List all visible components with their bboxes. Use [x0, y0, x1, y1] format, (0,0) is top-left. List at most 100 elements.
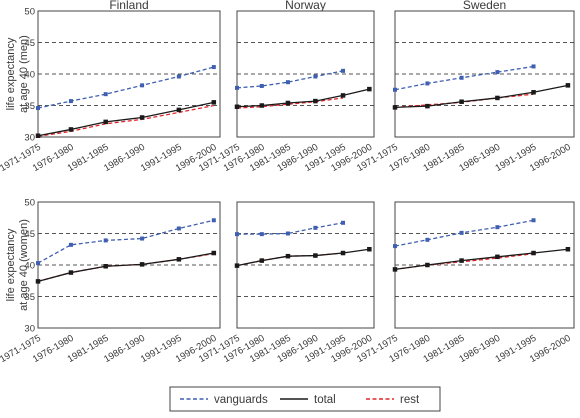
point-vanguards: [211, 218, 216, 223]
point-vanguards: [140, 83, 145, 88]
legend-label-vanguards: vanguards: [214, 394, 268, 406]
panel-frame: [394, 201, 575, 329]
point-vanguards: [211, 65, 216, 70]
panel-sweden-row-1: Sweden1971-19751976-19801981-19851986-19…: [355, 0, 575, 174]
y-tick-label: 40: [24, 261, 35, 272]
point-total: [495, 254, 500, 260]
point-vanguards: [495, 70, 500, 75]
point-vanguards: [393, 87, 397, 92]
panel-frame: [394, 10, 575, 138]
point-total: [367, 86, 372, 92]
legend-label-rest: rest: [400, 394, 420, 406]
point-total: [313, 253, 318, 258]
ylabel-row-2: life expectancy at age 40 (women): [5, 219, 30, 311]
point-vanguards: [313, 225, 318, 230]
ylabel-row-2-line-2: at age 40 (women): [18, 219, 30, 311]
series-line-total: [236, 88, 370, 108]
point-total: [176, 257, 182, 262]
point-vanguards: [68, 242, 73, 247]
panel-norway-row-2: 1971-19751976-19801981-19851986-19901991…: [197, 201, 375, 365]
series-line-total: [394, 84, 569, 109]
column-title-finland: Finland: [109, 0, 148, 12]
ylabel-row-1-line-2: at age 40 (men): [18, 35, 30, 113]
point-total: [211, 250, 217, 256]
series-line-vanguards: [236, 70, 344, 89]
y-tick-label: 50: [24, 7, 35, 18]
point-total: [234, 104, 240, 110]
y-tick-label: 35: [24, 292, 35, 303]
point-vanguards: [393, 244, 397, 249]
point-total: [103, 264, 108, 269]
point-total: [392, 267, 398, 272]
column-title-norway: Norway: [285, 0, 326, 12]
point-vanguards: [259, 232, 264, 237]
point-total: [340, 93, 346, 98]
point-vanguards: [285, 80, 290, 85]
point-vanguards: [531, 64, 536, 69]
point-total: [285, 100, 291, 106]
y-tick-label: 30: [24, 133, 35, 144]
point-vanguards: [341, 220, 346, 225]
point-vanguards: [459, 230, 464, 235]
point-vanguards: [140, 236, 145, 241]
panel-frame: [236, 201, 375, 329]
x-tick-label: 1986-1990: [102, 142, 147, 174]
point-total: [313, 98, 318, 104]
point-total: [565, 83, 571, 88]
point-vanguards: [176, 74, 181, 79]
point-total: [425, 103, 430, 109]
point-total: [340, 250, 346, 256]
series-line-vanguards: [237, 222, 344, 235]
point-vanguards: [495, 225, 500, 230]
point-vanguards: [103, 92, 108, 97]
point-total: [392, 105, 398, 110]
y-tick-label: 45: [24, 229, 35, 240]
point-total: [531, 90, 536, 95]
legend-frame: [169, 386, 441, 412]
y-tick-label: 45: [24, 38, 35, 49]
legend: vanguards total rest: [169, 386, 441, 412]
point-vanguards: [36, 261, 40, 266]
series-line-rest: [236, 97, 344, 109]
point-vanguards: [235, 85, 239, 90]
point-total: [531, 250, 536, 256]
point-total: [211, 100, 217, 105]
point-vanguards: [68, 99, 73, 104]
point-total: [234, 263, 240, 268]
point-vanguards: [259, 83, 264, 88]
series-line-vanguards: [394, 219, 534, 247]
point-total: [565, 247, 571, 252]
legend-label-total: total: [314, 394, 336, 406]
point-total: [425, 262, 430, 268]
y-tick-label: 50: [24, 198, 35, 209]
point-vanguards: [531, 218, 536, 223]
point-vanguards: [285, 231, 290, 236]
series-line-vanguards: [37, 66, 214, 109]
point-vanguards: [313, 74, 318, 79]
series-line-vanguards: [37, 219, 214, 264]
panel-frame: [236, 10, 375, 138]
x-tick-label: 1986-1990: [102, 333, 147, 365]
point-total: [259, 258, 265, 263]
point-total: [139, 262, 145, 267]
point-total: [495, 95, 500, 101]
ylabel-row-1-line-1: life expectancy: [5, 37, 17, 110]
point-total: [35, 279, 41, 284]
panel-norway-row-1: Norway1971-19751976-19801981-19851986-19…: [197, 0, 375, 174]
point-vanguards: [425, 81, 430, 86]
series-line-total: [37, 101, 214, 137]
point-total: [68, 127, 74, 132]
series-line-vanguards: [394, 65, 534, 91]
point-vanguards: [235, 232, 239, 237]
y-tick-label: 40: [24, 70, 35, 81]
point-total: [35, 133, 41, 138]
point-total: [459, 258, 464, 263]
point-vanguards: [459, 75, 464, 80]
panel-sweden-row-2: 1971-19751976-19801981-19851986-19901991…: [355, 201, 575, 365]
ylabel-row-2-line-1: life expectancy: [5, 228, 17, 301]
point-total: [459, 99, 464, 104]
series-line-total: [236, 248, 370, 267]
series-line-rest: [37, 104, 214, 138]
